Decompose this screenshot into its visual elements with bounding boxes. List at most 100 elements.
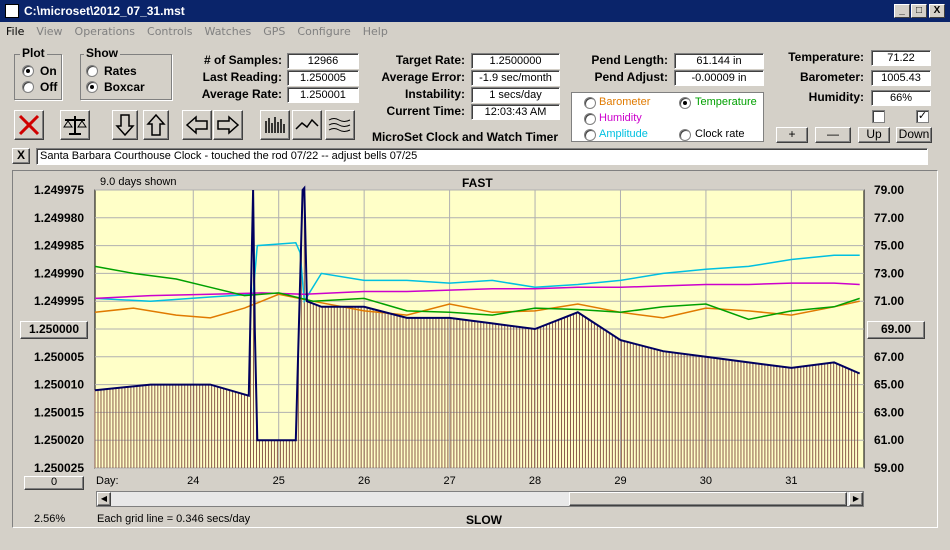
fast-label: FAST bbox=[462, 176, 493, 190]
series-line-sensor bbox=[94, 242, 860, 304]
menu-help[interactable]: Help bbox=[362, 25, 388, 38]
clock-rate-radio[interactable] bbox=[679, 129, 691, 141]
close-button[interactable]: X bbox=[929, 4, 945, 18]
balance-scale-icon bbox=[63, 116, 87, 135]
note-input[interactable]: Santa Barbara Courthouse Clock - touched… bbox=[36, 148, 928, 165]
left-tick-label: 1.250010 bbox=[34, 378, 84, 392]
series-line-sensor bbox=[94, 293, 860, 319]
right-tick-label: 61.00 bbox=[874, 433, 904, 447]
minus-button[interactable]: — bbox=[815, 127, 851, 143]
down-arrow-button[interactable] bbox=[112, 110, 138, 140]
right-tick-label: 71.00 bbox=[874, 294, 904, 308]
grid-note: Each grid line = 0.346 secs/day bbox=[97, 513, 251, 525]
menu-controls[interactable]: Controls bbox=[147, 25, 193, 38]
close-note-button[interactable]: X bbox=[12, 148, 30, 164]
left-tick-label: 1.250025 bbox=[34, 461, 84, 475]
plot-group-title: Plot bbox=[20, 46, 47, 60]
boxcar-radio[interactable] bbox=[86, 81, 98, 93]
bar-graph-icon bbox=[265, 117, 285, 133]
average-error-label: Average Error: bbox=[381, 70, 465, 84]
x-tick-label: 25 bbox=[273, 475, 285, 487]
temperature-radio[interactable] bbox=[679, 97, 691, 109]
last-reading-label: Last Reading: bbox=[202, 70, 282, 84]
amplitude-radio[interactable] bbox=[584, 129, 596, 141]
plus-button[interactable]: + bbox=[776, 127, 808, 143]
percent-label: 2.56% bbox=[34, 513, 66, 525]
humidity-field: 66% bbox=[871, 90, 931, 106]
right-tick-label: 65.00 bbox=[874, 378, 904, 392]
stop-button[interactable] bbox=[14, 110, 44, 140]
menu-watches[interactable]: Watches bbox=[204, 25, 252, 38]
humidity-label: Humidity: bbox=[808, 90, 864, 104]
x-tick-label: 27 bbox=[443, 475, 455, 487]
menu-view[interactable]: View bbox=[36, 25, 63, 38]
slow-label: SLOW bbox=[466, 513, 502, 527]
option-checkbox-1[interactable] bbox=[872, 110, 885, 123]
average-error-field: -1.9 sec/month bbox=[471, 70, 560, 86]
average-rate-field: 1.250001 bbox=[287, 87, 359, 103]
x-tick-label: 30 bbox=[700, 475, 712, 487]
bar-graph-button[interactable] bbox=[260, 110, 290, 140]
plot-off-radio[interactable] bbox=[22, 81, 34, 93]
right-tick-label: 59.00 bbox=[874, 461, 904, 475]
menu-operations[interactable]: Operations bbox=[74, 25, 136, 38]
line-graph-icon bbox=[295, 118, 319, 130]
temperature-field: 71.22 bbox=[871, 50, 931, 66]
right-tick-label: 75.00 bbox=[874, 239, 904, 253]
down-button[interactable]: Down bbox=[896, 127, 932, 143]
series-line-rate bbox=[94, 185, 861, 442]
show-group-title: Show bbox=[84, 46, 120, 60]
left-tick-label: 1.250005 bbox=[34, 350, 84, 364]
x-axis-label: Day: bbox=[96, 475, 119, 487]
humidity-radio[interactable] bbox=[584, 113, 596, 125]
barometer-field: 1005.43 bbox=[871, 70, 931, 86]
right-axis-center-button[interactable]: 69.00 bbox=[867, 321, 925, 339]
temperature-option-label: Temperature bbox=[695, 96, 757, 108]
left-axis-center-button[interactable]: 1.250000 bbox=[20, 321, 88, 339]
scroll-left-button[interactable]: ◀ bbox=[97, 492, 111, 506]
left-tick-label: 1.249985 bbox=[34, 239, 84, 253]
right-tick-label: 63.00 bbox=[874, 405, 904, 419]
pend-length-field[interactable]: 61.144 in bbox=[674, 53, 764, 69]
maximize-button[interactable]: □ bbox=[911, 4, 927, 18]
menu-bar: File View Operations Controls Watches GPS Conf… bbox=[0, 22, 950, 42]
series-line-sensor bbox=[94, 282, 860, 300]
up-arrow-button[interactable] bbox=[143, 110, 169, 140]
current-time-field: 12:03:43 AM bbox=[471, 104, 560, 120]
left-tick-label: 1.250015 bbox=[34, 405, 84, 419]
barometer-radio[interactable] bbox=[584, 97, 596, 109]
minimize-button[interactable]: _ bbox=[894, 4, 910, 18]
left-tick-label: 1.249980 bbox=[34, 211, 84, 225]
left-arrow-button[interactable] bbox=[182, 110, 212, 140]
rates-radio[interactable] bbox=[86, 65, 98, 77]
left-tick-label: 1.249975 bbox=[34, 183, 84, 197]
arrow-up-icon bbox=[146, 113, 166, 136]
app-icon bbox=[5, 4, 19, 18]
pend-adjust-field: -0.00009 in bbox=[674, 70, 764, 86]
menu-file[interactable]: File bbox=[6, 25, 25, 38]
wave-graph-button[interactable] bbox=[325, 110, 355, 140]
wave-lines-icon bbox=[328, 118, 351, 132]
samples-label: # of Samples: bbox=[203, 53, 282, 67]
sensor-selector bbox=[571, 92, 764, 142]
series-line-sensor bbox=[94, 265, 860, 321]
plot-on-radio[interactable] bbox=[22, 65, 34, 77]
app-title: MicroSet Clock and Watch Timer bbox=[371, 130, 559, 144]
balance-button[interactable] bbox=[60, 110, 90, 140]
right-arrow-button[interactable] bbox=[213, 110, 243, 140]
right-tick-label: 79.00 bbox=[874, 183, 904, 197]
target-rate-field[interactable]: 1.2500000 bbox=[471, 53, 560, 69]
last-reading-field: 1.250005 bbox=[287, 70, 359, 86]
up-button[interactable]: Up bbox=[858, 127, 890, 143]
scale-button[interactable]: 0 bbox=[24, 476, 84, 490]
option-checkbox-2[interactable]: ✓ bbox=[916, 110, 929, 123]
clock-rate-option-label: Clock rate bbox=[695, 128, 745, 140]
left-tick-label: 1.249995 bbox=[34, 294, 84, 308]
scroll-thumb[interactable] bbox=[569, 492, 847, 506]
menu-gps[interactable]: GPS bbox=[263, 25, 286, 38]
line-graph-button[interactable] bbox=[292, 110, 322, 140]
barometer-label: Barometer: bbox=[799, 70, 864, 84]
menu-configure[interactable]: Configure bbox=[297, 25, 351, 38]
scroll-right-button[interactable]: ▶ bbox=[849, 492, 863, 506]
